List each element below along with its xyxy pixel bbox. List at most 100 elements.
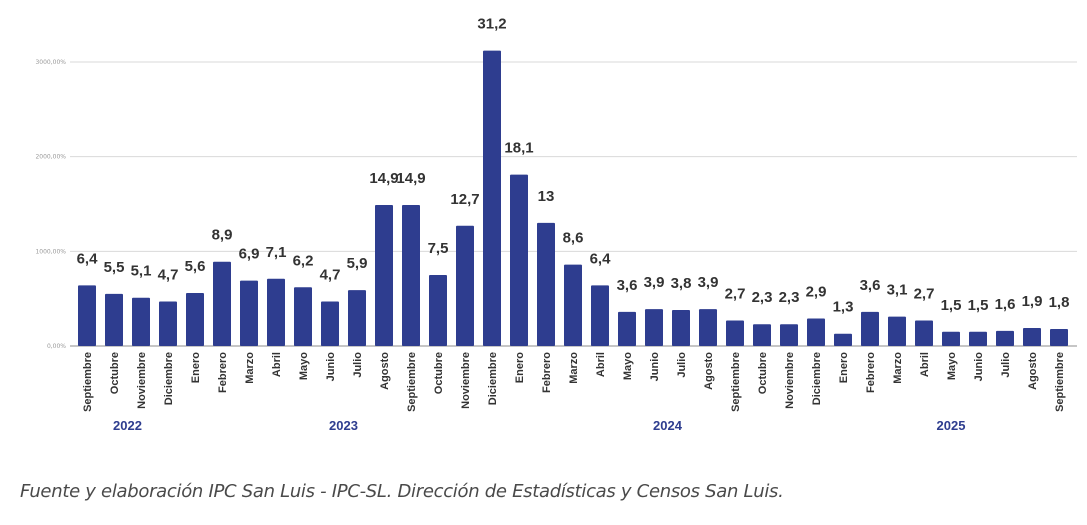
bar	[753, 324, 771, 346]
data-label: 4,7	[158, 267, 179, 284]
data-label: 8,6	[563, 230, 584, 247]
x-tick-label: Mayo	[946, 352, 958, 380]
x-tick-label: Diciembre	[811, 352, 823, 405]
x-tick-label: Noviembre	[136, 352, 148, 409]
y-tick-label: 2000,00%	[35, 154, 66, 161]
bar	[321, 301, 339, 346]
bar	[1050, 328, 1068, 346]
y-tick-label: 0,00%	[47, 343, 66, 350]
bar	[267, 278, 285, 346]
bar	[564, 264, 582, 346]
bar	[699, 309, 717, 346]
x-tick-label: Enero	[190, 352, 202, 383]
bar	[618, 311, 636, 346]
bar	[132, 297, 150, 346]
bar	[78, 285, 96, 346]
data-label: 1,5	[941, 297, 962, 314]
x-tick-label: Septiembre	[406, 352, 418, 412]
bar	[645, 309, 663, 346]
data-label: 1,9	[1022, 293, 1043, 310]
bar	[294, 287, 312, 346]
bar	[429, 275, 447, 346]
bar	[834, 333, 852, 346]
data-labels: 6,4 5,5 5,1 4,7 5,6 8,9 6,9 7,1 6,2 4,7 5,9 14,914,…	[77, 16, 1070, 316]
bar	[672, 310, 690, 346]
x-tick-label: Febrero	[865, 352, 877, 393]
source-footnote: Fuente y elaboración IPC San Luis - IPC-…	[20, 481, 784, 502]
x-axis-labels: Septiembre Octubre Noviembre Diciembre Enero…	[82, 352, 1066, 412]
x-tick-label: Junio	[649, 352, 661, 382]
bar	[915, 320, 933, 346]
x-tick-label: Agosto	[379, 352, 391, 390]
bar	[186, 292, 204, 346]
data-label: 5,1	[131, 263, 152, 280]
x-tick-label: Julio	[352, 352, 364, 378]
x-tick-label: Enero	[514, 352, 526, 383]
bar	[159, 301, 177, 346]
data-label: 8,9	[212, 227, 233, 244]
data-label: 2,7	[725, 285, 746, 302]
bar	[483, 50, 501, 346]
x-tick-label: Mayo	[298, 352, 310, 380]
data-label: 18,1	[504, 140, 533, 157]
x-tick-label: Agosto	[703, 352, 715, 390]
x-tick-label: Junio	[973, 352, 985, 382]
bar	[213, 261, 231, 346]
bar	[969, 331, 987, 346]
data-label: 7,1	[266, 244, 287, 261]
x-tick-label: Agosto	[1027, 352, 1039, 390]
x-tick-label: Abril	[919, 352, 931, 377]
year-label: 2023	[329, 418, 358, 433]
bar	[402, 204, 420, 346]
x-tick-label: Julio	[676, 352, 688, 378]
x-tick-label: Septiembre	[1054, 352, 1066, 412]
x-tick-label: Mayo	[622, 352, 634, 380]
bar	[591, 285, 609, 346]
data-label: 5,9	[347, 255, 368, 272]
data-label: 3,1	[887, 282, 908, 299]
x-tick-label: Noviembre	[460, 352, 472, 409]
data-label: 13	[538, 188, 555, 205]
bar	[456, 225, 474, 346]
data-label: 1,3	[833, 299, 854, 316]
data-label: 2,7	[914, 285, 935, 302]
year-labels: 2022 2023 2024 2025	[113, 418, 965, 433]
bar	[375, 204, 393, 346]
x-tick-label: Septiembre	[730, 352, 742, 412]
data-label: 6,9	[239, 246, 260, 263]
bar	[240, 280, 258, 346]
x-tick-label: Diciembre	[487, 352, 499, 405]
data-label: 7,5	[428, 240, 449, 257]
data-label: 3,6	[617, 277, 638, 294]
x-tick-label: Diciembre	[163, 352, 175, 405]
data-label: 12,7	[450, 191, 479, 208]
bar	[1023, 328, 1041, 346]
data-label: 31,2	[477, 16, 506, 33]
data-label: 1,6	[995, 296, 1016, 313]
bar	[996, 330, 1014, 346]
year-label: 2024	[653, 418, 683, 433]
x-tick-label: Julio	[1000, 352, 1012, 378]
y-tick-label: 1000,00%	[35, 248, 66, 255]
data-label: 1,5	[968, 297, 989, 314]
data-label: 2,9	[806, 284, 827, 301]
data-label: 5,6	[185, 258, 206, 275]
x-tick-label: Febrero	[217, 352, 229, 393]
x-tick-label: Febrero	[541, 352, 553, 393]
bar	[888, 316, 906, 346]
bar	[780, 324, 798, 346]
data-label: 5,5	[104, 259, 125, 276]
data-label: 2,3	[752, 289, 773, 306]
year-label: 2022	[113, 418, 142, 433]
x-tick-label: Octubre	[109, 352, 121, 394]
data-label: 4,7	[320, 267, 341, 284]
data-label: 2,3	[779, 289, 800, 306]
bar	[861, 311, 879, 346]
x-tick-label: Abril	[271, 352, 283, 377]
x-tick-label: Marzo	[892, 352, 904, 384]
year-label: 2025	[937, 418, 966, 433]
x-tick-label: Marzo	[568, 352, 580, 384]
x-tick-label: Enero	[838, 352, 850, 383]
data-label: 1,8	[1049, 294, 1070, 311]
bar	[942, 331, 960, 346]
